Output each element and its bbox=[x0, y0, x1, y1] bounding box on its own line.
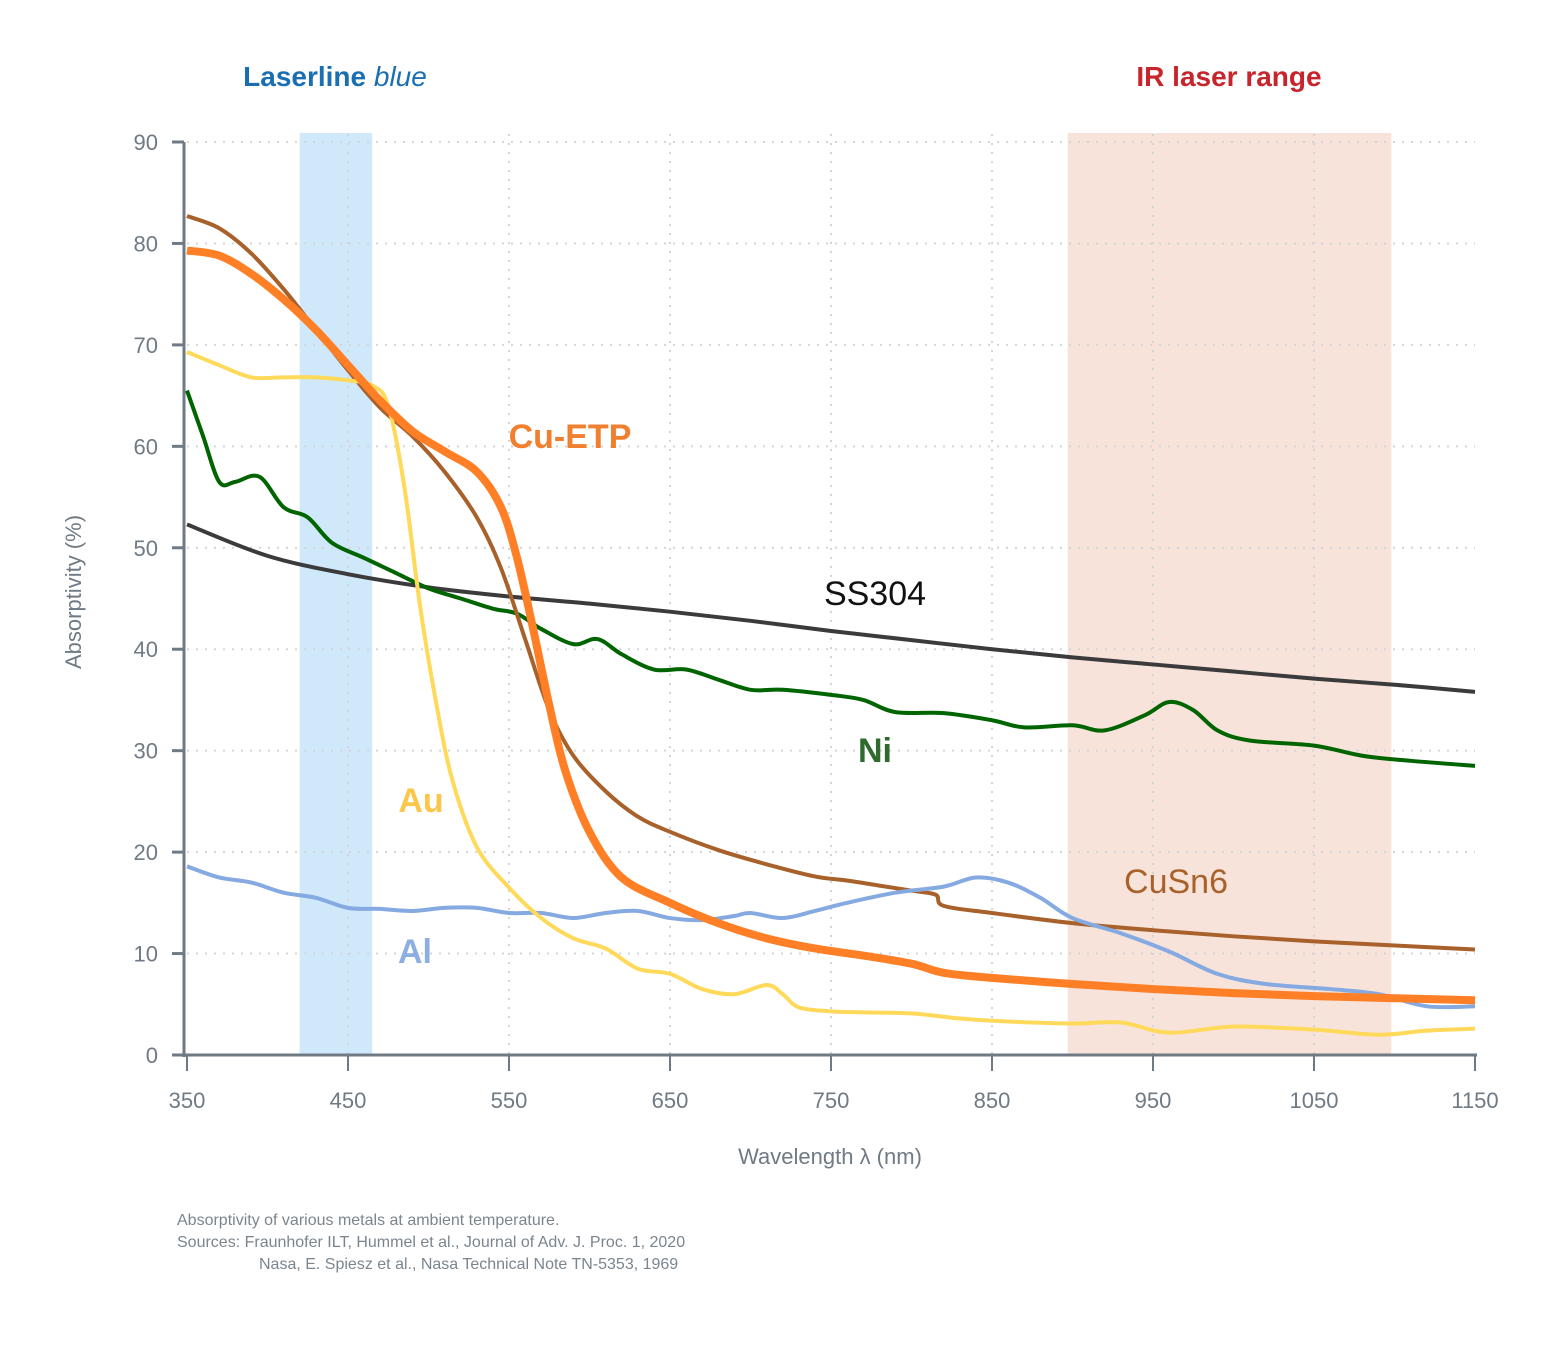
y-tick-label: 20 bbox=[134, 840, 158, 865]
data-series bbox=[185, 214, 1476, 1037]
band-label: IR laser range bbox=[1136, 61, 1321, 92]
series-label-cusn6: CuSn6 bbox=[1124, 863, 1228, 901]
labels: Wavelength λ (nm) Absorptivity (%) Laser… bbox=[61, 61, 1322, 1169]
series-line-au bbox=[186, 350, 1476, 1037]
y-tick-label: 90 bbox=[134, 130, 158, 155]
y-tick-label: 0 bbox=[146, 1043, 158, 1068]
series-label-al: Al bbox=[398, 933, 432, 971]
caption-line-2: Sources: Fraunhofer ILT, Hummel et al., … bbox=[177, 1234, 686, 1251]
x-tick-label: 1050 bbox=[1290, 1088, 1339, 1113]
grid-lines bbox=[187, 134, 1475, 1055]
band-laserline-blue bbox=[299, 133, 373, 1055]
series-label-ss304: SS304 bbox=[824, 575, 926, 613]
series-label-au: Au bbox=[398, 782, 443, 820]
series-line-cu-etp bbox=[186, 246, 1476, 1005]
series-line-al bbox=[186, 864, 1476, 1010]
caption-line-1: Absorptivity of various metals at ambien… bbox=[177, 1212, 560, 1229]
y-tick-label: 80 bbox=[134, 231, 158, 256]
x-tick-label: 350 bbox=[169, 1088, 206, 1113]
axes: 0 10 20 30 40 50 60 70 80 90 350 450 550 650 750 850 950… bbox=[134, 130, 1499, 1113]
x-tick-label: 450 bbox=[330, 1088, 367, 1113]
y-tick-label: 10 bbox=[134, 942, 158, 967]
x-axis-title: Wavelength λ (nm) bbox=[738, 1144, 922, 1169]
series-line-ni bbox=[185, 389, 1476, 768]
x-tick-label: 550 bbox=[491, 1088, 528, 1113]
figure-caption: Absorptivity of various metals at ambien… bbox=[177, 1210, 685, 1276]
x-tick-label: 650 bbox=[652, 1088, 689, 1113]
x-tick-label: 1150 bbox=[1451, 1088, 1498, 1113]
series-line-ss304 bbox=[186, 522, 1476, 694]
y-axis-title: Absorptivity (%) bbox=[61, 515, 86, 669]
series-label-cu-etp: Cu-ETP bbox=[509, 418, 632, 456]
caption-line-3: Nasa, E. Spiesz et al., Nasa Technical N… bbox=[259, 1256, 679, 1273]
wavelength-bands bbox=[299, 133, 1392, 1055]
x-tick-label: 750 bbox=[813, 1088, 850, 1113]
y-tick-label: 40 bbox=[134, 637, 158, 662]
y-tick-label: 70 bbox=[134, 333, 158, 358]
y-tick-label: 60 bbox=[134, 434, 158, 459]
band-ir-laser-range bbox=[1067, 133, 1392, 1055]
x-tick-label: 850 bbox=[974, 1088, 1011, 1113]
y-tick-label: 50 bbox=[134, 536, 158, 561]
x-tick-label: 950 bbox=[1135, 1088, 1172, 1113]
y-tick-label: 30 bbox=[134, 739, 158, 764]
series-label-ni: Ni bbox=[858, 732, 892, 770]
band-label: Laserline blue bbox=[243, 61, 427, 92]
